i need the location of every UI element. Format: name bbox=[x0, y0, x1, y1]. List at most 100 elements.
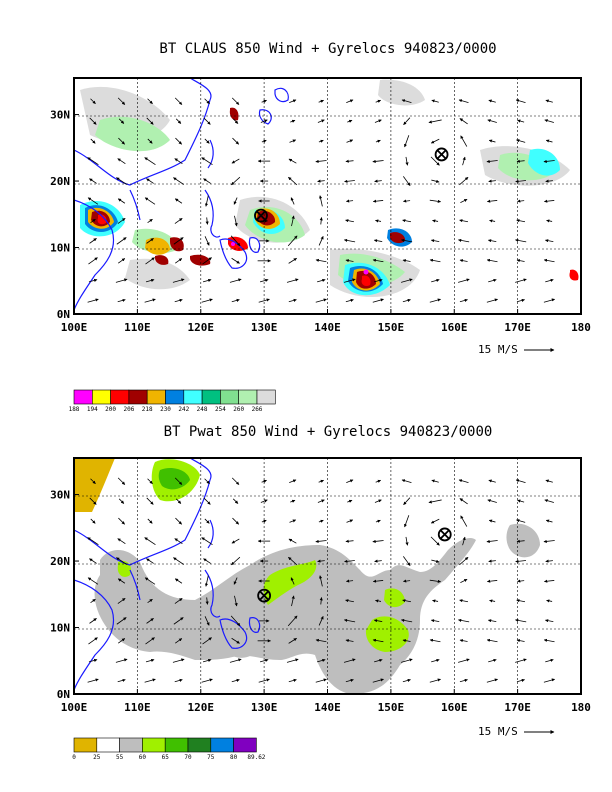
wind-arrow bbox=[173, 237, 184, 245]
wind-arrow bbox=[147, 98, 153, 105]
wind-arrow bbox=[458, 278, 470, 283]
wind-arrow bbox=[175, 118, 182, 124]
wind-arrow bbox=[372, 199, 384, 203]
x-tick-label: 140E bbox=[314, 701, 341, 714]
wind-arrow bbox=[88, 658, 98, 663]
wind-arrow bbox=[373, 619, 383, 623]
wind-arrow bbox=[345, 219, 354, 223]
wind-arrow bbox=[89, 117, 97, 125]
wind-arrow bbox=[234, 595, 238, 607]
wind-arrow bbox=[460, 198, 468, 204]
panel-claus: BT CLAUS 850 Wind + Gyrelocs 940823/0000 bbox=[50, 41, 591, 413]
wind-arrow bbox=[545, 658, 554, 663]
wind-arrow bbox=[118, 137, 125, 145]
wind-arrow bbox=[231, 176, 241, 186]
wind-arrow bbox=[544, 239, 554, 243]
y-axis-ticks: 0N 10N 20N 30N bbox=[50, 109, 79, 321]
wind-arrow bbox=[403, 199, 411, 203]
wind-arrow bbox=[315, 159, 327, 163]
wind-arrow bbox=[88, 257, 98, 265]
x-tick-label: 150E bbox=[378, 321, 405, 334]
grid-lines bbox=[74, 78, 581, 314]
wind-arrow bbox=[487, 619, 497, 623]
wind-arrow bbox=[147, 218, 153, 224]
wind-arrow bbox=[87, 157, 99, 166]
wind-arrow bbox=[144, 197, 156, 205]
wind-arrow bbox=[174, 298, 183, 303]
wind-arrow bbox=[545, 278, 554, 283]
reference-vector: 15 M/S bbox=[478, 343, 555, 356]
wind-arrow bbox=[488, 139, 496, 143]
wind-arrow bbox=[430, 156, 440, 166]
wind-arrow bbox=[546, 599, 553, 603]
wind-arrow bbox=[487, 119, 497, 123]
wind-arrow bbox=[289, 99, 297, 103]
wind-arrow bbox=[375, 519, 381, 523]
wind-arrow bbox=[459, 639, 468, 643]
x-tick-label: 180 bbox=[571, 321, 591, 334]
wind-arrow bbox=[545, 479, 553, 483]
y-tick-label: 30N bbox=[50, 109, 70, 122]
wind-arrow bbox=[258, 678, 270, 683]
wind-arrow bbox=[315, 638, 327, 643]
colorbar-label: 218 bbox=[142, 406, 153, 413]
wind-arrow bbox=[515, 278, 527, 283]
wind-arrow bbox=[204, 575, 209, 587]
wind-arrow bbox=[458, 479, 469, 484]
wind-arrow bbox=[288, 538, 297, 544]
wind-arrow bbox=[232, 517, 240, 525]
wind-arrow bbox=[147, 598, 153, 604]
wind-arrow bbox=[90, 138, 96, 144]
x-tick-label: 180 bbox=[571, 701, 591, 714]
wind-arrow bbox=[174, 97, 183, 105]
wind-arrow bbox=[289, 519, 297, 523]
wind-arrow bbox=[259, 278, 269, 283]
panel-pwat: BT Pwat 850 Wind + Gyrelocs 940823/0000 bbox=[50, 424, 591, 761]
pwat-lime-region-east bbox=[384, 588, 405, 608]
wind-arrow bbox=[231, 637, 240, 644]
wind-arrow bbox=[115, 278, 128, 283]
wind-arrow bbox=[117, 597, 126, 604]
wind-arrow bbox=[175, 638, 183, 644]
grid-lines bbox=[74, 458, 581, 694]
wind-arrow bbox=[174, 678, 183, 683]
wind-arrow bbox=[429, 258, 441, 263]
wind-arrow bbox=[516, 519, 526, 523]
panel-title: BT CLAUS 850 Wind + Gyrelocs 940823/0000 bbox=[159, 41, 496, 57]
pwat-orange-region bbox=[74, 458, 115, 512]
wind-arrow bbox=[174, 538, 183, 544]
colorbar-label: 254 bbox=[215, 406, 226, 413]
wind-arrow bbox=[87, 197, 99, 205]
wind-arrow bbox=[319, 597, 323, 605]
wind-arrow bbox=[372, 638, 384, 643]
wind-arrow bbox=[458, 618, 470, 623]
wind-arrow bbox=[488, 179, 496, 183]
wind-arrow bbox=[291, 215, 295, 227]
wind-arrow bbox=[288, 678, 297, 683]
wind-arrow bbox=[317, 119, 325, 123]
wind-arrow bbox=[402, 219, 411, 223]
wind-arrow bbox=[117, 158, 126, 164]
colorbar-label: 242 bbox=[178, 406, 189, 413]
wind-arrow bbox=[172, 278, 185, 283]
wind-arrow bbox=[318, 519, 324, 523]
x-tick-label: 170E bbox=[504, 701, 531, 714]
pwat-lime-region-center bbox=[263, 560, 317, 605]
colorbar-swatch bbox=[256, 389, 276, 405]
wind-arrow bbox=[516, 298, 525, 303]
wind-arrow bbox=[144, 577, 156, 585]
wind-arrow bbox=[515, 618, 527, 623]
wind-arrow bbox=[431, 278, 440, 283]
wind-arrow bbox=[290, 197, 295, 205]
wind-arrow bbox=[487, 239, 497, 243]
colorbar-swatch bbox=[164, 737, 189, 753]
wind-arrow bbox=[458, 658, 470, 663]
colorbar-label: 70 bbox=[184, 754, 192, 761]
wind-arrow bbox=[515, 179, 527, 183]
wind-arrow bbox=[516, 599, 526, 603]
wind-arrow bbox=[375, 99, 381, 103]
wind-arrow bbox=[117, 217, 126, 224]
wind-arrow bbox=[290, 577, 295, 585]
wind-arrow bbox=[261, 479, 267, 483]
wind-arrow bbox=[405, 156, 409, 166]
